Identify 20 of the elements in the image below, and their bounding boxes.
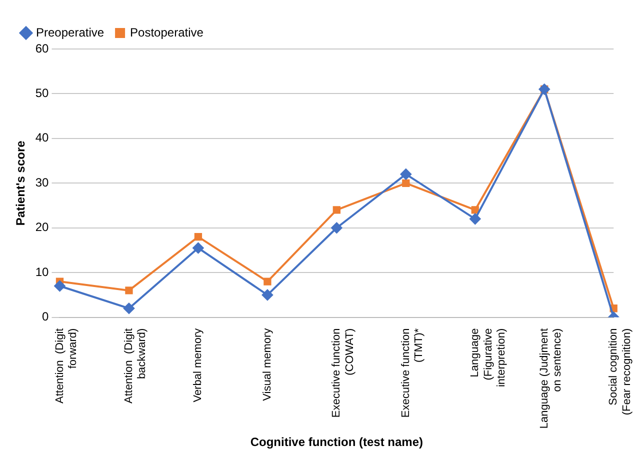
legend-label: Postoperative [130,25,204,40]
y-tick-label: 10 [35,264,50,279]
x-axis-title: Cognitive function (test name) [250,435,424,450]
x-tick-label: Verbal memory [192,328,204,402]
y-tick-label: 40 [35,130,50,145]
y-axis-title: Patient's score [14,140,28,226]
y-tick-label: 20 [35,220,50,234]
y-tick-label: 0 [42,310,50,324]
legend-label: Preoperative [36,25,104,40]
x-tick-label: Language (Figurative interpretion) [469,328,508,388]
x-tick-label: Visual memory [261,328,274,401]
y-tick-label: 60 [35,41,50,56]
x-tick-label: Attention (Digit backward) [123,328,148,404]
y-tick-label: 50 [35,86,50,100]
x-tick-label: Language (Judjment on sentence) [538,328,564,429]
y-tick-label: 30 [35,175,50,190]
x-tick-label: Executive function (TMT)* [400,328,426,418]
x-tick-label: Executive function (COWAT) [330,328,356,418]
x-tick-label: Social cognition (Fear recognition) [608,328,633,416]
x-tick-label: Attention (Digit forward) [54,328,79,404]
